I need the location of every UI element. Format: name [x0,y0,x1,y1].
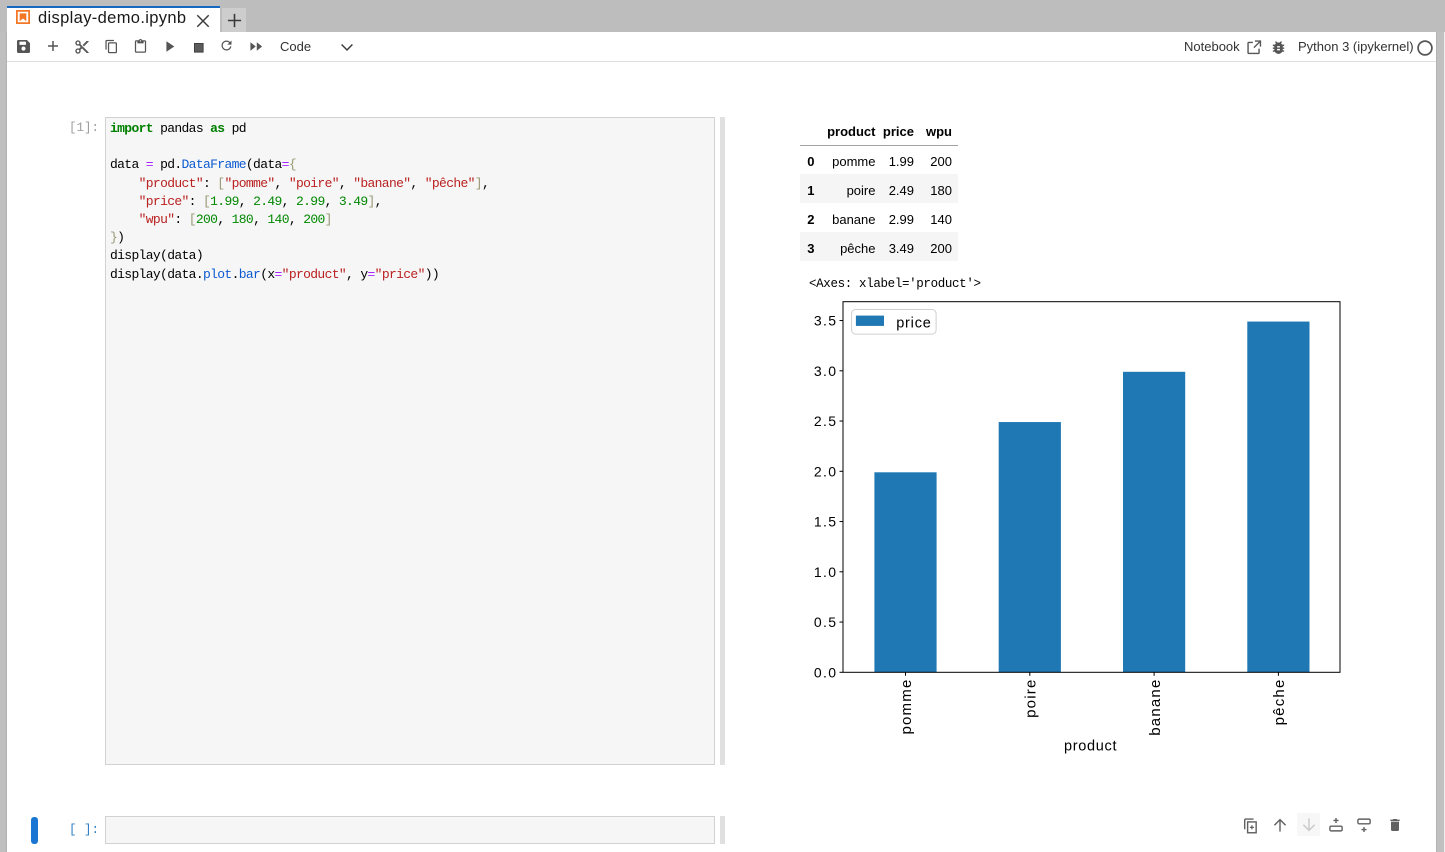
svg-text:1.0: 1.0 [814,564,837,580]
svg-text:0.0: 0.0 [814,664,837,680]
svg-text:3.0: 3.0 [814,363,837,379]
svg-text:poire: poire [1023,679,1040,718]
svg-text:2.5: 2.5 [814,413,837,429]
svg-text:product: product [1064,739,1117,755]
svg-text:banane: banane [1147,679,1164,736]
svg-text:2.0: 2.0 [814,463,837,479]
svg-text:price: price [896,315,931,331]
svg-text:1.5: 1.5 [814,514,837,530]
svg-text:3.5: 3.5 [814,313,837,329]
svg-text:0.5: 0.5 [814,614,837,630]
svg-text:pêche: pêche [1271,679,1288,726]
svg-text:pomme: pomme [898,679,915,735]
